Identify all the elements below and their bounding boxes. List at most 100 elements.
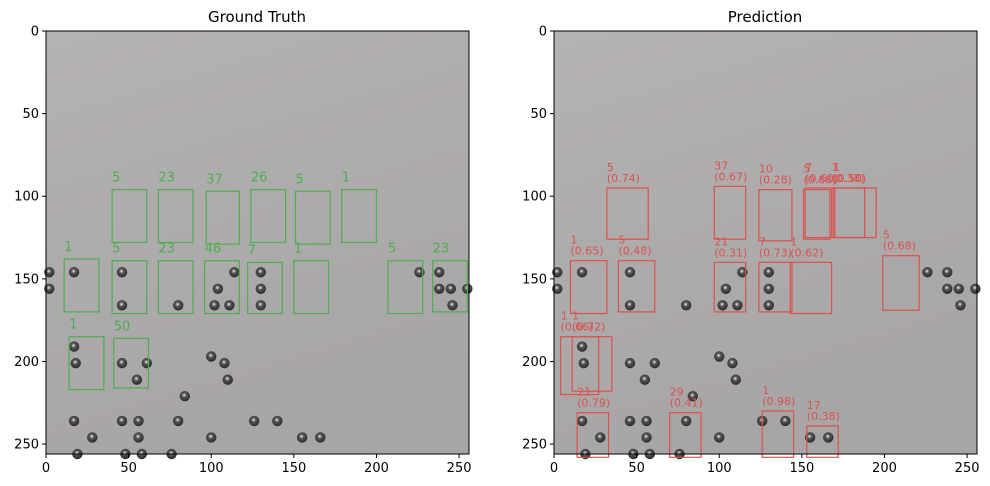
braille-dot [445,283,457,294]
box-score: (0.66) [561,321,594,334]
bounding-box [617,260,656,313]
braille-dot [87,432,98,443]
braille-dot [206,351,217,362]
braille-dot [255,267,267,278]
box-label: 5 [804,163,811,176]
box-score: (0.60) [805,172,838,185]
box-label: 23 [158,171,175,186]
y-tick-label: 150 [14,272,39,287]
box-label: 1 [790,235,797,248]
box-label: 1 [572,310,579,323]
braille-dot [680,415,692,427]
braille-dot [447,300,458,311]
x-tick-label: 0 [42,461,50,476]
braille-dot [649,357,660,369]
box-score: (0.38) [807,410,840,423]
braille-dot [133,432,144,443]
braille-dot [44,267,55,278]
braille-dot [804,432,816,443]
braille-dot [641,415,652,427]
bounding-box [113,337,150,389]
bounding-box [830,187,866,239]
bounding-box [802,189,831,240]
braille-dot [714,351,725,362]
braille-dot [578,357,589,369]
box-score: (0.31) [714,246,747,259]
braille-dot [942,267,953,278]
braille-dot [296,432,308,443]
box-label: 5 [618,234,625,247]
bounding-box [157,260,194,315]
bounding-box [806,425,839,458]
braille-dot [116,267,128,278]
bounding-box [432,260,468,313]
box-score: (0.48) [618,245,651,258]
bounding-box [713,185,747,240]
braille-dot [576,415,588,427]
braille-dot [434,283,445,294]
braille-dot [641,432,652,443]
braille-dot [172,415,184,427]
box-label: 21 [714,235,728,248]
box-label: 29 [670,386,684,399]
braille-dot [414,267,425,278]
braille-dot [315,432,326,443]
braille-dot [552,267,563,278]
braille-dot [255,283,267,294]
braille-dot [70,357,81,369]
braille-dot [953,283,965,294]
braille-dot [942,283,953,294]
braille-dot [780,415,791,427]
braille-dot [68,267,80,278]
braille-dot [576,341,588,352]
box-score: (0.72) [572,321,605,334]
y-axis-ticks: 0 50 100 150 200 250 [14,25,46,453]
x-tick-label: 150 [789,461,814,476]
bounding-box [761,410,795,458]
box-label: 5 [112,171,120,186]
bounding-box [250,189,287,244]
box-label: 7 [248,243,256,258]
braille-dot [823,432,834,443]
braille-dot [595,432,606,443]
y-tick-label: 50 [530,107,547,122]
box-label: 1 [833,161,840,174]
box-label: 10 [759,163,773,176]
box-label: 7 [805,161,812,174]
box-score: (0.68) [804,174,837,187]
braille-dot [720,283,732,294]
bounding-box [789,261,833,315]
braille-dot [922,267,933,278]
box-label: 37 [714,159,728,172]
panel-title: Prediction [728,8,803,26]
braille-dot [116,300,128,311]
bounding-box [669,412,702,458]
bounding-box [387,260,424,315]
box-label: 1 [342,171,350,186]
image-plate [554,31,977,454]
y-tick-label: 200 [14,355,39,370]
box-label: 21 [577,386,591,399]
x-tick-label: 100 [199,461,224,476]
braille-dot [248,415,260,427]
braille-dot [624,267,636,278]
braille-dot [576,267,588,278]
y-tick-label: 50 [22,107,39,122]
braille-dot [737,267,748,278]
braille-dot [272,415,283,427]
box-label: 17 [807,399,821,412]
y-tick-label: 100 [522,190,547,205]
braille-dot [624,300,636,311]
y-axis-ticks: 0 50 100 150 200 250 [522,25,554,453]
braille-dot [434,267,445,278]
box-score: (0.50) [833,172,866,185]
braille-dot [687,390,698,402]
box-score: (0.98) [762,395,795,408]
x-tick-label: 250 [955,461,980,476]
bounding-box [68,336,105,391]
braille-dot [44,283,55,294]
x-tick-label: 50 [120,461,137,476]
braille-dots-layer [552,267,981,460]
bounding-box [111,189,148,244]
